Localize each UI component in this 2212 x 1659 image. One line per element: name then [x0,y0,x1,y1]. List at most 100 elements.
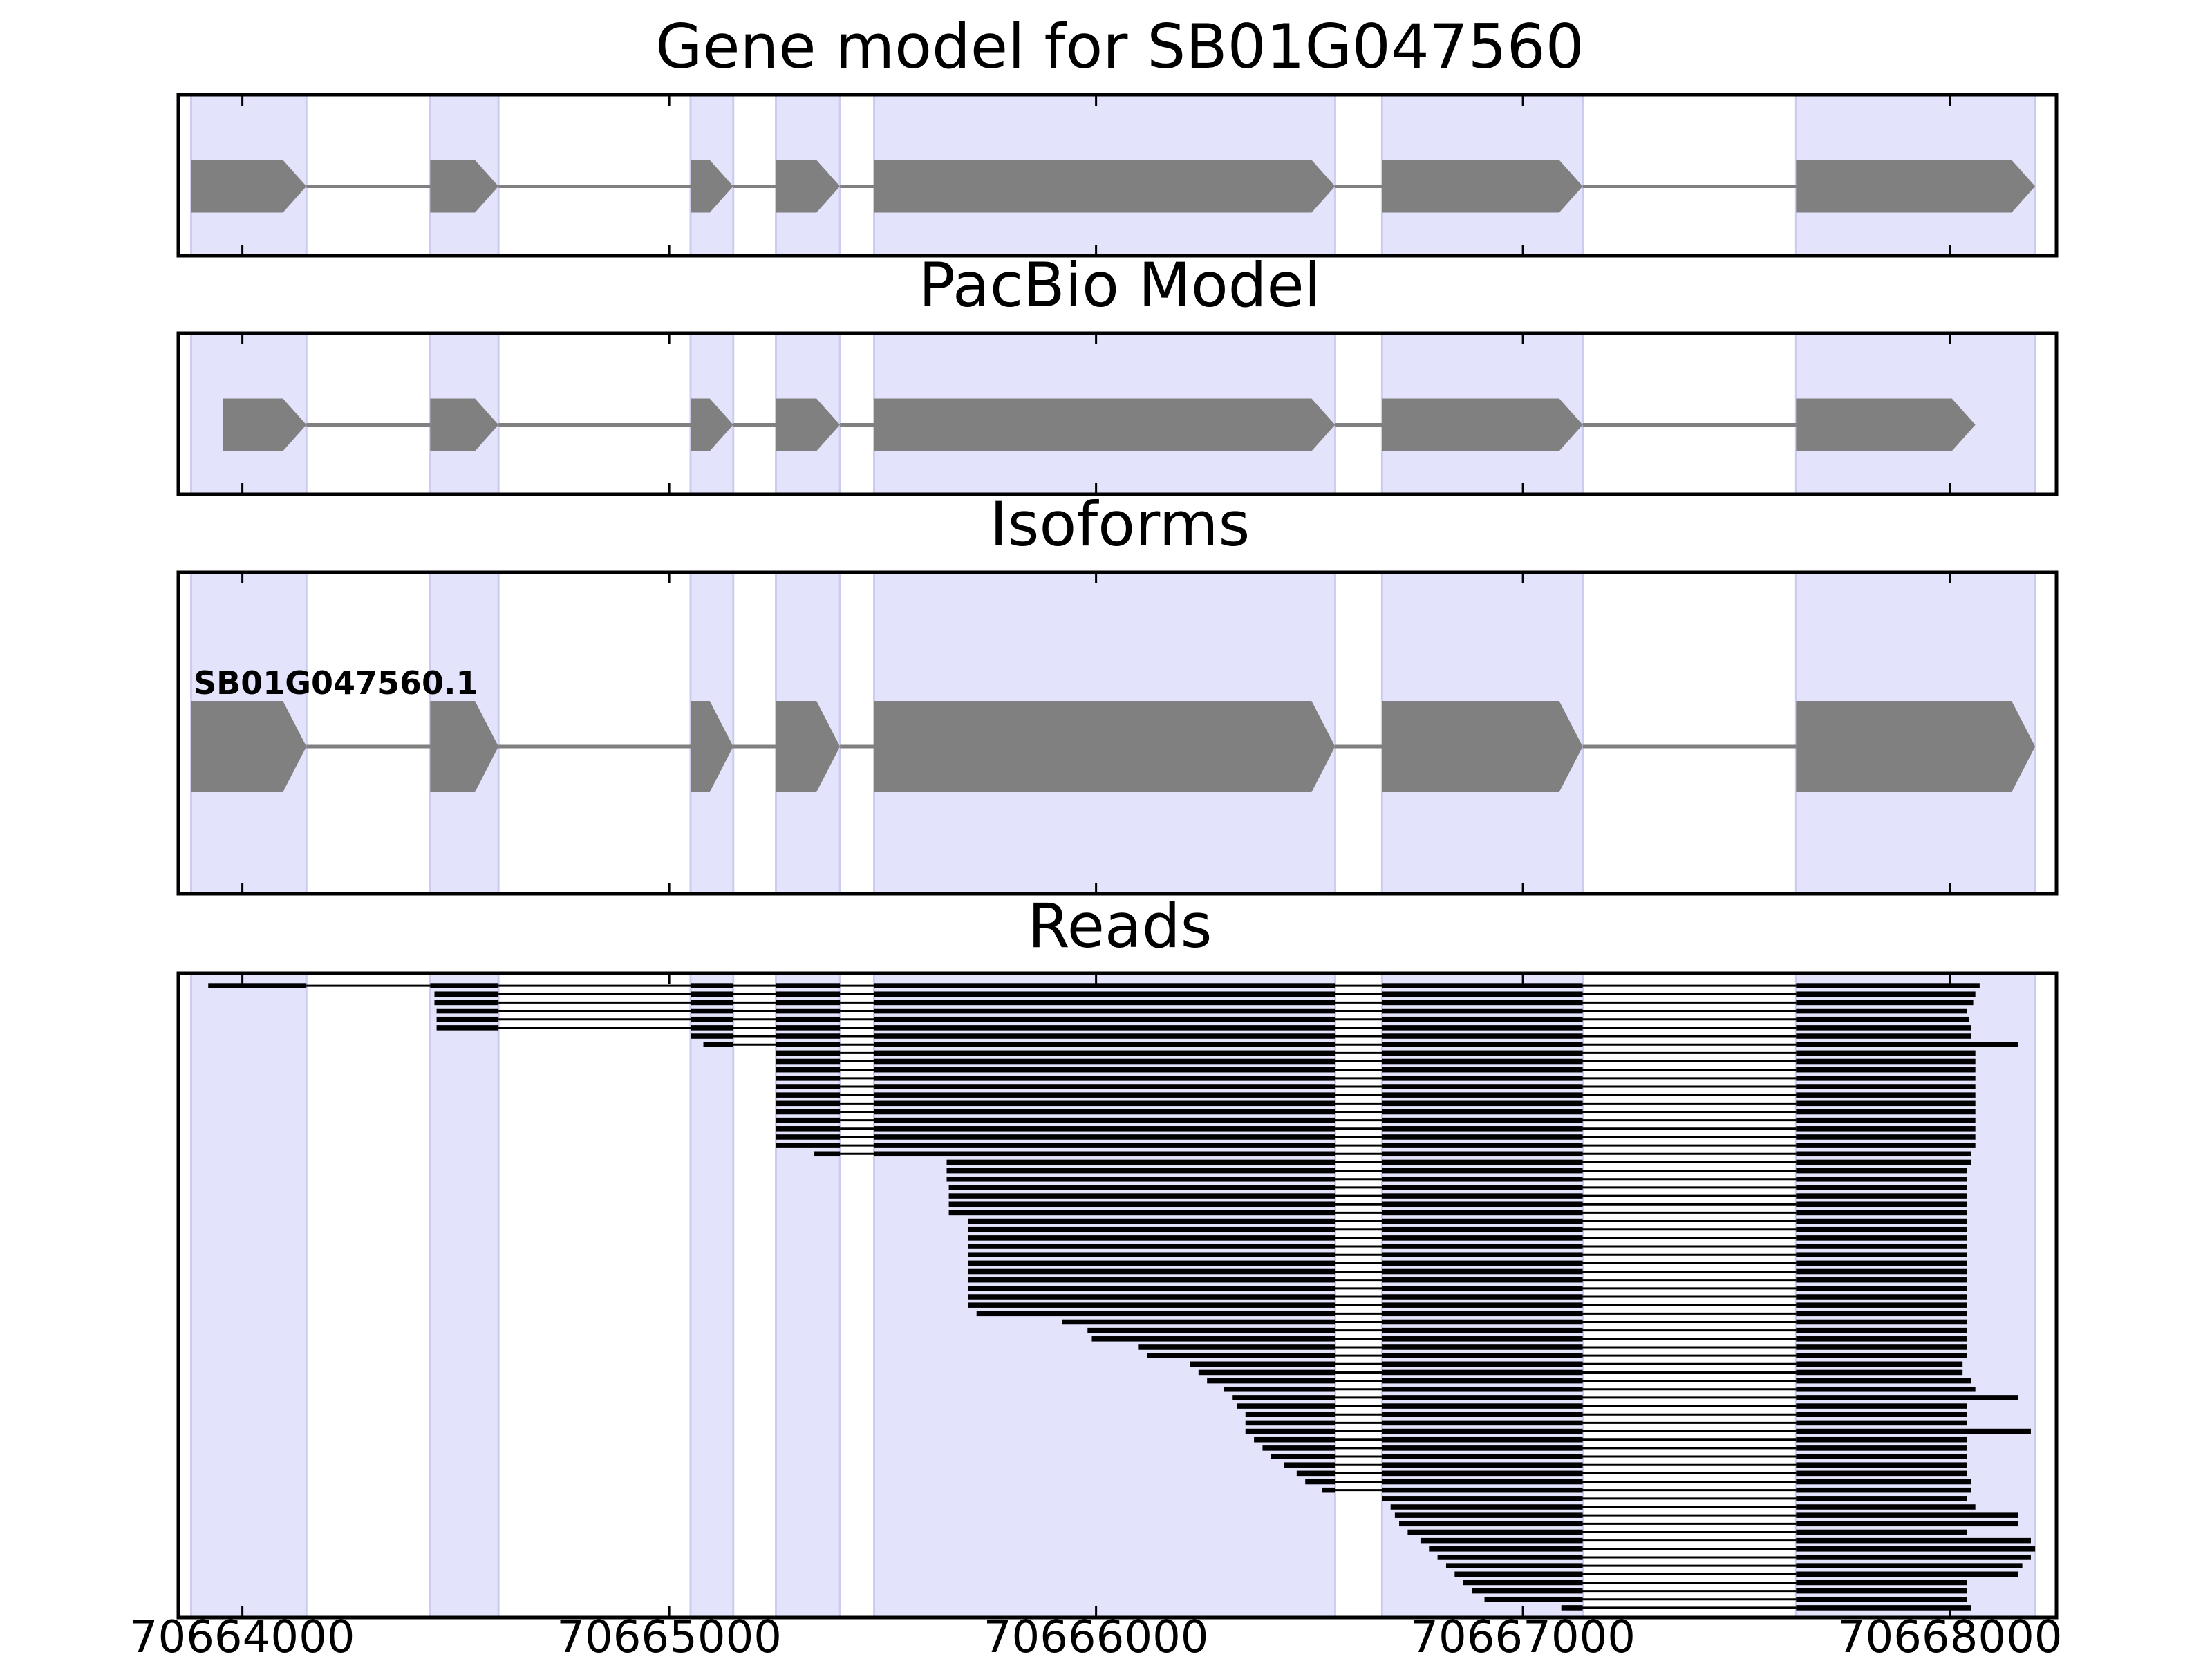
read-block [436,1008,499,1014]
read-block [691,983,733,988]
read-block [1796,1109,1976,1115]
read-block [1382,1487,1583,1493]
read-block [1796,1353,1967,1358]
read [948,1185,1967,1190]
read-block [1796,1286,1967,1291]
read-block [1796,1580,1967,1586]
read-block [874,1143,1335,1148]
read-block [1382,1361,1583,1367]
read [968,1244,1967,1249]
read [946,1168,1967,1174]
read-block [1796,1537,2031,1544]
read-block [1382,983,1583,988]
read-block [776,1016,841,1022]
read-block [1254,1436,1335,1443]
read-block [1382,1100,1583,1107]
read-block [1796,1076,1976,1081]
read-block [1796,1395,2018,1400]
read-block [874,1025,1335,1031]
read-block [1382,1412,1583,1418]
read-block [1198,1369,1335,1376]
read-block [436,1025,499,1031]
read-block [1796,1033,1971,1039]
reads-panel [176,971,2059,1620]
read-block [691,1008,733,1014]
exon-arrow [691,160,733,213]
read [703,1042,2018,1047]
read-block [1382,1033,1583,1039]
read-block [691,991,733,997]
read-block [1382,1076,1583,1081]
exon-arrow [1382,160,1583,213]
read-block [968,1218,1335,1224]
exon-highlight-band [190,972,308,1619]
read-block [1087,1327,1335,1333]
read-block [948,1193,1335,1199]
read [776,1067,1976,1073]
read-block [874,1067,1335,1073]
read-block [691,1016,733,1022]
read-block [1382,1386,1583,1392]
read-block [1796,1470,1967,1477]
read-block [1796,1126,1976,1132]
read [436,1008,1967,1014]
read [1198,1369,1963,1376]
read-block [1796,1168,1967,1174]
read [948,1193,1967,1199]
x-axis: 70664000 70665000 70666000 70667000 70668000 [130,1612,2063,1659]
read-block [968,1252,1335,1257]
read-block [1382,1268,1583,1275]
read-block [1224,1386,1335,1392]
read-block [968,1235,1335,1241]
read-block [1796,1420,1967,1426]
read-block [968,1244,1335,1249]
exon-arrow [223,398,307,451]
read [1091,1336,1967,1342]
read [968,1294,1967,1300]
read-block [1382,1210,1583,1216]
read-block [1382,1327,1583,1333]
read-block [1382,1008,1583,1014]
read [968,1226,1967,1232]
read-block [874,1092,1335,1098]
exon-arrow [1382,398,1583,451]
read [1394,1512,2018,1518]
read-block [1796,1134,1976,1140]
panel-frame [176,93,2059,258]
read-block [1382,1193,1583,1199]
read-block [776,1117,841,1123]
exon-arrow [776,398,841,451]
read-block [976,1311,1335,1317]
read-block [1429,1546,1583,1552]
read-block [1796,1605,1971,1611]
read-block [1382,1143,1583,1148]
read-block [1796,1403,1967,1409]
exon-arrow [776,160,841,213]
read [1437,1555,2031,1560]
read [1484,1596,1967,1602]
read-block [1796,983,1980,988]
read-block [1484,1596,1583,1602]
read-block [1382,1294,1583,1300]
read-block [1796,1159,1971,1165]
read [948,1201,1967,1208]
read [434,1000,1974,1006]
read [1262,1445,1967,1451]
read-block [1796,1226,1967,1232]
read-block [776,991,841,997]
exon-highlight-band [429,972,500,1619]
read-block [1190,1361,1335,1367]
read-block [776,1033,841,1039]
read-block [1382,1454,1583,1459]
read-block [1382,1016,1583,1022]
read-block [946,1159,1335,1165]
read-block [1390,1504,1583,1510]
read-block [948,1210,1335,1216]
read-block [1382,1117,1583,1123]
read-block [1472,1588,1583,1594]
read-block [1382,1336,1583,1342]
exon-arrow [191,701,307,792]
read-block [874,1076,1335,1081]
exon-arrow [430,160,499,213]
